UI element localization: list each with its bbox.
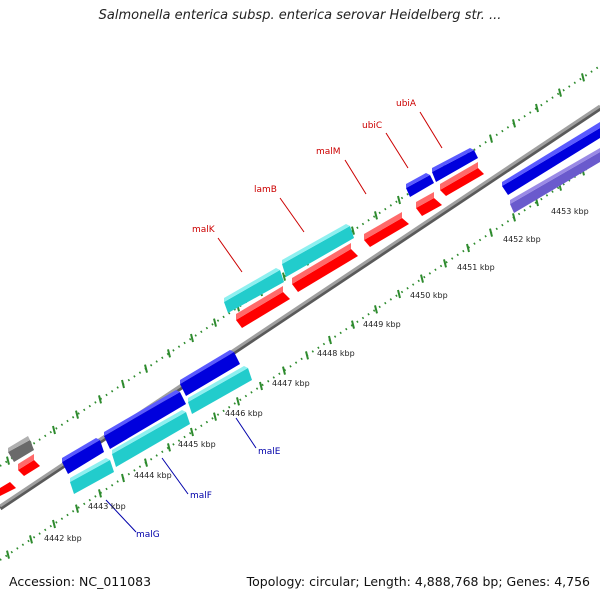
upper-scale-tick: [374, 211, 378, 220]
scale-label-4447: 4447 kbp: [272, 379, 310, 388]
gene-cyan-malG: [70, 458, 114, 494]
lower-scale-tick: [98, 489, 102, 498]
accession-text: Accession: NC_011083: [9, 574, 152, 589]
scale-label-4448: 4448 kbp: [317, 349, 355, 358]
upper-scale-tick: [144, 364, 148, 373]
map-title: Salmonella enterica subsp. enterica sero…: [98, 8, 502, 23]
lower-scale-tick: [52, 519, 56, 529]
upper-scale-tick: [351, 226, 355, 235]
lower-scale-tick: [29, 535, 33, 544]
lower-scale-tick: [144, 458, 148, 467]
gene-gray-left: [8, 436, 34, 462]
lower-scale-tick: [167, 443, 171, 452]
gene-red-lamB: [292, 243, 358, 292]
lower-scale-track: [0, 159, 600, 561]
upper-scale-tick: [98, 395, 102, 404]
upper-scale-tick: [581, 73, 585, 82]
lower-scale-tick: [259, 381, 263, 391]
gene-features: [0, 122, 600, 496]
scale-label-4449: 4449 kbp: [363, 320, 401, 329]
red-label-leaders: [217, 111, 443, 273]
scale-label-4442: 4442 kbp: [44, 534, 82, 543]
lower-scale-tick: [374, 305, 378, 314]
gene-label-malE: malE: [258, 447, 281, 457]
lower-scale-tick: [397, 289, 401, 299]
lower-major-ticks: [6, 167, 585, 559]
gene-blue-right: [502, 122, 600, 195]
gene-red-malK: [236, 286, 290, 328]
scale-label-4452: 4452 kbp: [503, 235, 541, 244]
gene-blue-1: [180, 350, 240, 396]
upper-scale-tick: [167, 349, 171, 358]
scale-label-4445: 4445 kbp: [178, 440, 216, 449]
gene-label-lamB: lamB: [254, 185, 277, 195]
scale-label-4453: 4453 kbp: [551, 207, 589, 216]
lower-scale-tick: [420, 274, 424, 283]
gene-label-malG: malG: [136, 530, 160, 540]
gene-cyan-malF: [112, 410, 190, 467]
lower-scale-tick: [443, 259, 447, 268]
upper-scale-tick: [190, 333, 194, 343]
scale-label-4444: 4444 kbp: [134, 471, 172, 480]
scale-label-4443: 4443 kbp: [88, 502, 126, 511]
lower-scale-tick: [121, 473, 125, 483]
upper-scale-tick: [535, 103, 539, 113]
upper-scale-tick: [558, 88, 562, 97]
gene-label-malK: malK: [192, 225, 216, 235]
upper-scale-tick: [397, 195, 401, 205]
upper-scale-tick: [121, 379, 125, 389]
gene-label-malM: malM: [316, 147, 341, 157]
gene-blue-3: [62, 438, 104, 474]
lower-scale-tick: [489, 228, 493, 237]
gene-blue-2: [104, 390, 186, 449]
lower-scale-tick: [75, 504, 79, 513]
upper-scale-tick: [52, 425, 56, 435]
gene-label-ubiA: ubiA: [396, 99, 417, 109]
gene-blue-ubiC-top: [406, 173, 434, 197]
gene-red-ubiA: [440, 162, 484, 196]
lower-scale-tick: [213, 412, 217, 421]
upper-scale-tick: [512, 119, 516, 128]
scale-label-4446: 4446 kbp: [225, 409, 263, 418]
gene-red-edge: [0, 482, 16, 496]
gene-cyan-malE: [188, 366, 252, 414]
lower-scale-tick: [512, 213, 516, 222]
gene-purple-right: [510, 148, 600, 213]
lower-scale-tick: [466, 243, 470, 253]
upper-scale-tick: [6, 456, 10, 465]
scale-label-4451: 4451 kbp: [457, 263, 495, 272]
upper-scale-tick: [489, 134, 493, 143]
gene-red-malM: [364, 212, 409, 247]
scale-label-4450: 4450 kbp: [410, 291, 448, 300]
lower-scale-tick: [236, 397, 240, 406]
gene-cyan-lamB: [282, 224, 354, 277]
upper-scale-tick: [213, 318, 217, 327]
gene-red-ubiC: [416, 192, 442, 216]
gene-cyan-malK: [224, 268, 284, 313]
blue-label-leaders: [105, 417, 257, 533]
gene-label-ubiC: ubiC: [362, 121, 382, 131]
topology-summary: Topology: circular; Length: 4,888,768 bp…: [246, 574, 590, 589]
gene-blue-ubiA-top: [432, 148, 478, 182]
lower-scale-tick: [282, 366, 286, 375]
upper-scale-tick: [282, 272, 286, 281]
gene-label-malF: malF: [190, 491, 212, 501]
lower-scale-tick: [328, 335, 332, 345]
upper-scale-tick: [75, 410, 79, 419]
lower-scale-tick: [305, 351, 309, 360]
gene-red-left: [18, 454, 40, 476]
lower-scale-tick: [190, 427, 194, 437]
backbone: [0, 104, 600, 508]
lower-scale-tick: [6, 550, 10, 559]
lower-scale-tick: [351, 320, 355, 329]
